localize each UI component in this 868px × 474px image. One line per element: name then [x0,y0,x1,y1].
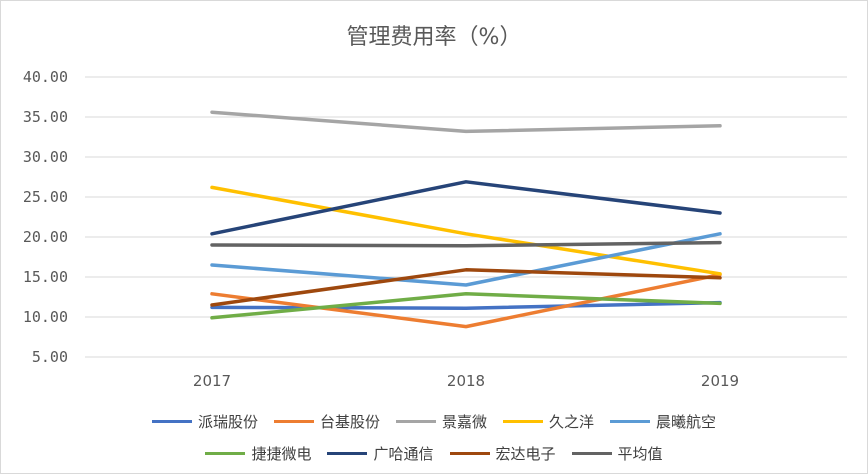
series-line-1 [210,300,722,310]
x-tick-label: 2018 [447,372,485,390]
legend-swatch [327,452,368,455]
legend-item: 广哈通信 [327,443,434,464]
series-line-6 [210,292,722,320]
legend-label: 台基股份 [319,413,380,431]
legend-swatch [571,452,612,455]
legend-swatch [273,420,314,423]
legend-item: 景嘉微 [395,411,487,432]
legend-item: 派瑞股份 [151,411,258,432]
legend-item: 捷捷微电 [205,443,311,464]
legend-label: 广哈通信 [373,445,434,463]
legend-label: 晨曦航空 [656,413,717,431]
legend-label: 久之洋 [549,413,595,431]
legend-label: 宏达电子 [495,445,556,463]
legend-swatch [205,452,246,455]
y-tick-label: 10.00 [23,308,68,326]
y-tick-label: 15.00 [23,268,68,286]
series-line-9 [210,240,722,248]
legend-item: 平均值 [571,443,663,464]
series-line-5 [210,232,722,287]
legend-label: 平均值 [617,445,663,463]
series-line-7 [210,180,722,236]
legend-label: 捷捷微电 [251,445,312,463]
series-line-8 [210,268,722,307]
legend-row-2: 捷捷微电 广哈通信 宏达电子 平均值 [0,443,868,464]
legend-item: 晨曦航空 [610,411,716,432]
legend-label: 景嘉微 [441,413,487,431]
legend-swatch [610,420,651,423]
legend-row-1: 派瑞股份 台基股份 景嘉微 久之洋 晨曦航空 [0,411,868,432]
series-line-3 [210,110,722,134]
x-tick-label: 2017 [193,372,231,390]
y-tick-label: 35.00 [23,108,68,126]
legend-swatch [449,452,490,455]
legend-item: 宏达电子 [449,443,556,464]
legend-swatch [395,420,436,423]
x-tick-label: 2019 [701,372,739,390]
y-tick-label: 5.00 [32,348,68,366]
y-tick-label: 25.00 [23,188,68,206]
legend-swatch [151,420,192,423]
legend-swatch [503,420,543,423]
y-tick-label: 20.00 [23,228,68,246]
y-tick-label: 40.00 [23,68,68,86]
y-tick-label: 30.00 [23,148,68,166]
legend-item: 久之洋 [503,411,594,432]
series-line-4 [210,185,722,276]
series-line-2 [210,272,722,329]
legend-label: 派瑞股份 [197,413,258,431]
chart-title: 管理费用率（%） [347,25,522,50]
legend-item: 台基股份 [273,411,380,432]
